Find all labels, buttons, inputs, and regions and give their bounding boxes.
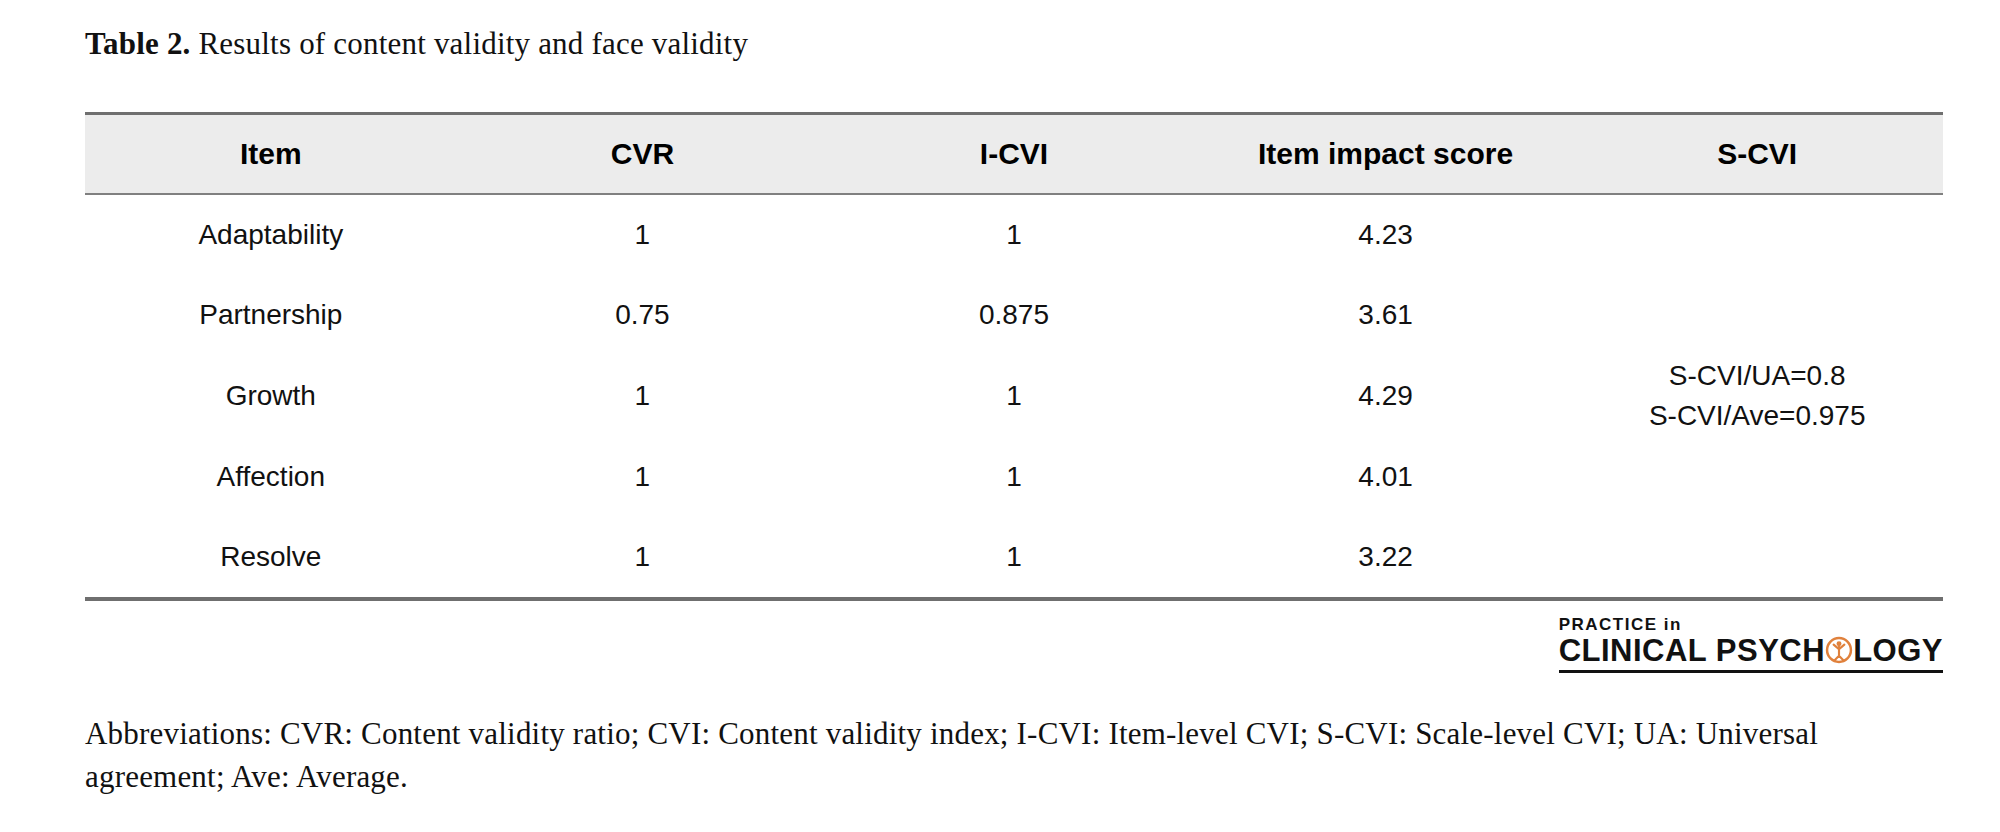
journal-logo-line2-pre: CLINICAL PSYCH bbox=[1559, 633, 1826, 668]
column-header-scvi: S-CVI bbox=[1571, 114, 1943, 194]
cell-cvr: 1 bbox=[457, 518, 829, 599]
cell-item: Partnership bbox=[85, 275, 457, 356]
journal-logo-line2: CLINICAL PSYCH LOGY bbox=[1559, 635, 1943, 668]
cell-scvi: S-CVI/UA=0.8 S-CVI/Ave=0.975 bbox=[1571, 194, 1943, 599]
validity-table-container: Item CVR I-CVI Item impact score S-CVI A… bbox=[85, 112, 1943, 601]
cell-impact: 4.01 bbox=[1200, 437, 1572, 518]
column-header-icvi: I-CVI bbox=[828, 114, 1200, 194]
scvi-ua-value: S-CVI/UA=0.8 bbox=[1571, 356, 1943, 395]
cell-impact: 3.61 bbox=[1200, 275, 1572, 356]
table-header-row: Item CVR I-CVI Item impact score S-CVI bbox=[85, 114, 1943, 194]
cell-icvi: 1 bbox=[828, 194, 1200, 275]
table-row: Adaptability 1 1 4.23 S-CVI/UA=0.8 S-CVI… bbox=[85, 194, 1943, 275]
document-page: Table 2. Results of content validity and… bbox=[0, 0, 2000, 832]
table-caption-text: Results of content validity and face val… bbox=[191, 26, 749, 61]
cell-icvi: 1 bbox=[828, 437, 1200, 518]
cell-item: Adaptability bbox=[85, 194, 457, 275]
cell-item: Resolve bbox=[85, 518, 457, 599]
person-in-circle-icon bbox=[1825, 636, 1853, 664]
cell-impact: 3.22 bbox=[1200, 518, 1572, 599]
journal-logo: PRACTICE in CLINICAL PSYCHLOGY bbox=[85, 616, 1943, 673]
cell-cvr: 1 bbox=[457, 194, 829, 275]
abbreviations-footnote: Abbreviations: CVR: Content validity rat… bbox=[85, 712, 1963, 799]
column-header-impact: Item impact score bbox=[1200, 114, 1572, 194]
cell-cvr: 1 bbox=[457, 437, 829, 518]
cell-impact: 4.23 bbox=[1200, 194, 1572, 275]
column-header-cvr: CVR bbox=[457, 114, 829, 194]
scvi-ave-value: S-CVI/Ave=0.975 bbox=[1571, 396, 1943, 435]
cell-icvi: 0.875 bbox=[828, 275, 1200, 356]
cell-icvi: 1 bbox=[828, 356, 1200, 437]
cell-cvr: 1 bbox=[457, 356, 829, 437]
table-caption: Table 2. Results of content validity and… bbox=[85, 26, 748, 62]
cell-cvr: 0.75 bbox=[457, 275, 829, 356]
table-caption-label: Table 2. bbox=[85, 26, 191, 61]
cell-impact: 4.29 bbox=[1200, 356, 1572, 437]
journal-logo-line2-post: LOGY bbox=[1853, 633, 1943, 668]
column-header-item: Item bbox=[85, 114, 457, 194]
cell-item: Affection bbox=[85, 437, 457, 518]
journal-logo-inner: PRACTICE in CLINICAL PSYCHLOGY bbox=[1559, 616, 1943, 673]
cell-icvi: 1 bbox=[828, 518, 1200, 599]
cell-item: Growth bbox=[85, 356, 457, 437]
validity-table: Item CVR I-CVI Item impact score S-CVI A… bbox=[85, 112, 1943, 601]
